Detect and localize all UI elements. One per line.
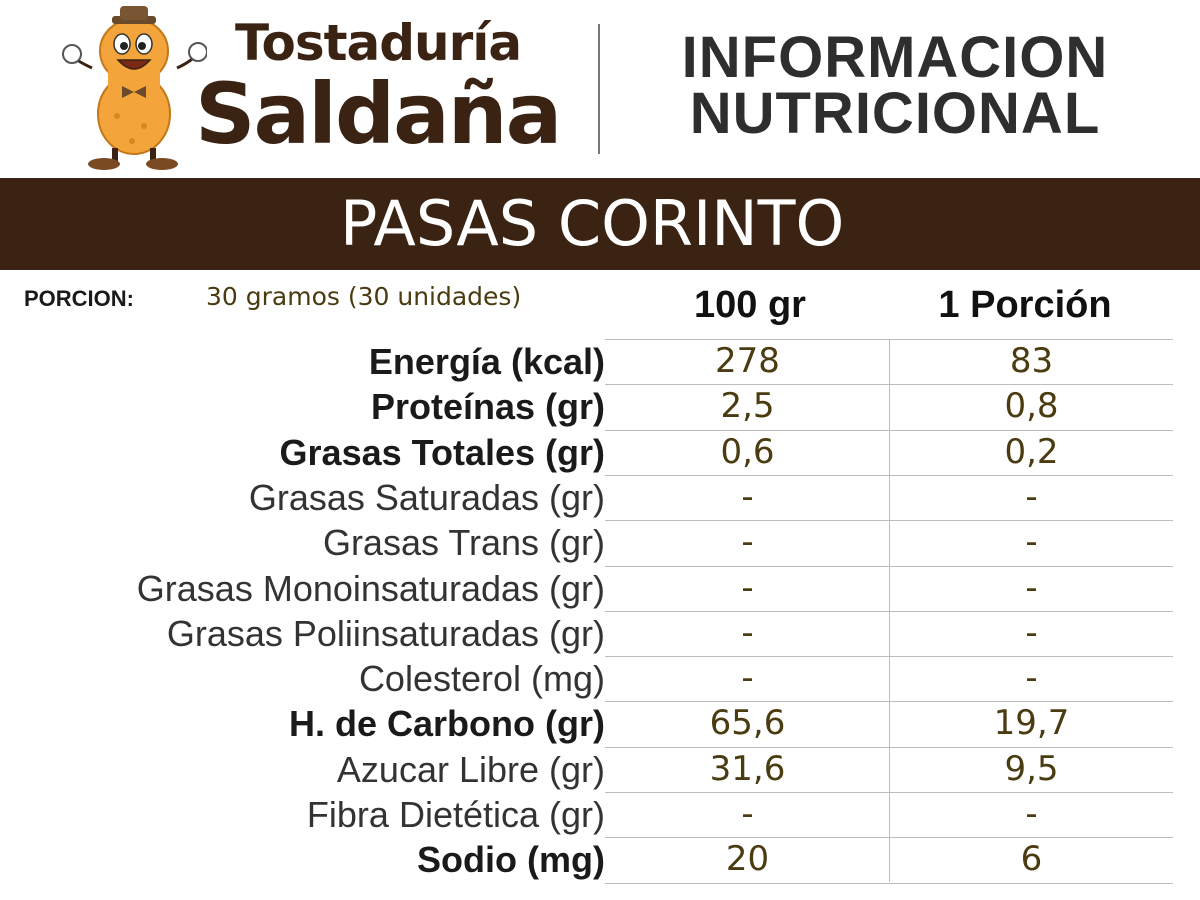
brand-name-line1: Tostaduría [235,14,522,72]
table-row: H. de Carbono (gr) 65,6 19,7 [0,701,1200,746]
table-row: Energía (kcal) 278 83 [0,339,1200,384]
value-per-portion: 6 [1020,839,1043,880]
nutrient-label: Azucar Libre (gr) [336,748,605,790]
value-per-100g: - [741,612,754,653]
value-per-100g: - [741,794,754,834]
nutrient-label: Sodio (mg) [417,839,605,881]
nutrient-label: Grasas Monoinsaturadas (gr) [136,567,605,609]
nutrient-label: Fibra Dietética (gr) [306,794,605,835]
value-per-portion: 0,8 [1004,386,1059,427]
portion-label: PORCION: [24,286,134,311]
table-row: Azucar Libre (gr) 31,6 9,5 [0,747,1200,792]
value-per-portion: 19,7 [993,703,1070,744]
row-divider [605,882,1173,884]
nutrient-label: Grasas Trans (gr) [322,522,605,564]
page-title: INFORMACION NUTRICIONAL [610,25,1180,146]
table-row: Grasas Totales (gr) 0,6 0,2 [0,430,1200,475]
value-per-portion: - [1025,794,1038,834]
table-row: Grasas Trans (gr) - - [0,520,1200,565]
nutrient-label: Colesterol (mg) [358,658,605,700]
nutrient-label: Grasas Saturadas (gr) [248,476,605,518]
peanut-mascot-logo [62,6,207,170]
portion-value: 30 gramos (30 unidades) [206,282,522,311]
value-per-100g: - [741,476,754,517]
value-per-portion: 83 [1009,341,1054,381]
title-line1: INFORMACION [681,25,1109,90]
value-per-portion: - [1025,522,1038,563]
value-per-100g: 0,6 [720,431,775,472]
value-per-100g: 278 [715,341,780,381]
table-row: Grasas Monoinsaturadas (gr) - - [0,566,1200,611]
value-per-portion: - [1025,658,1038,699]
nutrient-label: H. de Carbono (gr) [289,703,605,745]
value-per-100g: 20 [725,839,770,880]
table-row: Grasas Saturadas (gr) - - [0,475,1200,520]
table-row: Grasas Poliinsaturadas (gr) - - [0,611,1200,656]
nutrient-label: Proteínas (gr) [370,386,605,428]
table-row: Fibra Dietética (gr) - - [0,792,1200,837]
column-header-portion: 1 Porción [938,284,1112,326]
value-per-portion: - [1025,612,1038,653]
table-row: Colesterol (mg) - - [0,656,1200,701]
column-header-100g: 100 gr [694,284,806,326]
title-line2: NUTRICIONAL [689,81,1101,146]
brand-name-line2: Saldaña [195,65,562,163]
value-per-100g: 31,6 [709,748,786,789]
value-per-100g: - [741,522,754,563]
header: Tostaduría Saldaña INFORMACION NUTRICION… [0,0,1200,178]
table-row: Sodio (mg) 20 6 [0,837,1200,882]
product-band: PASAS CORINTO [0,178,1200,270]
value-per-portion: - [1025,567,1038,608]
column-divider [889,339,890,882]
header-divider [598,24,600,154]
value-per-100g: - [741,567,754,608]
brand-logo: Tostaduría Saldaña [195,14,562,164]
nutrient-label: Grasas Poliinsaturadas (gr) [166,612,605,654]
table-row: Proteínas (gr) 2,5 0,8 [0,384,1200,429]
value-per-100g: - [741,658,754,699]
nutrient-label: Grasas Totales (gr) [279,431,605,473]
value-per-portion: - [1025,476,1038,517]
value-per-100g: 65,6 [709,703,786,744]
value-per-portion: 0,2 [1004,431,1059,472]
value-per-100g: 2,5 [720,386,775,427]
product-name: PASAS CORINTO [340,187,845,260]
value-per-portion: 9,5 [1004,748,1059,789]
nutrient-label: Energía (kcal) [368,341,605,382]
